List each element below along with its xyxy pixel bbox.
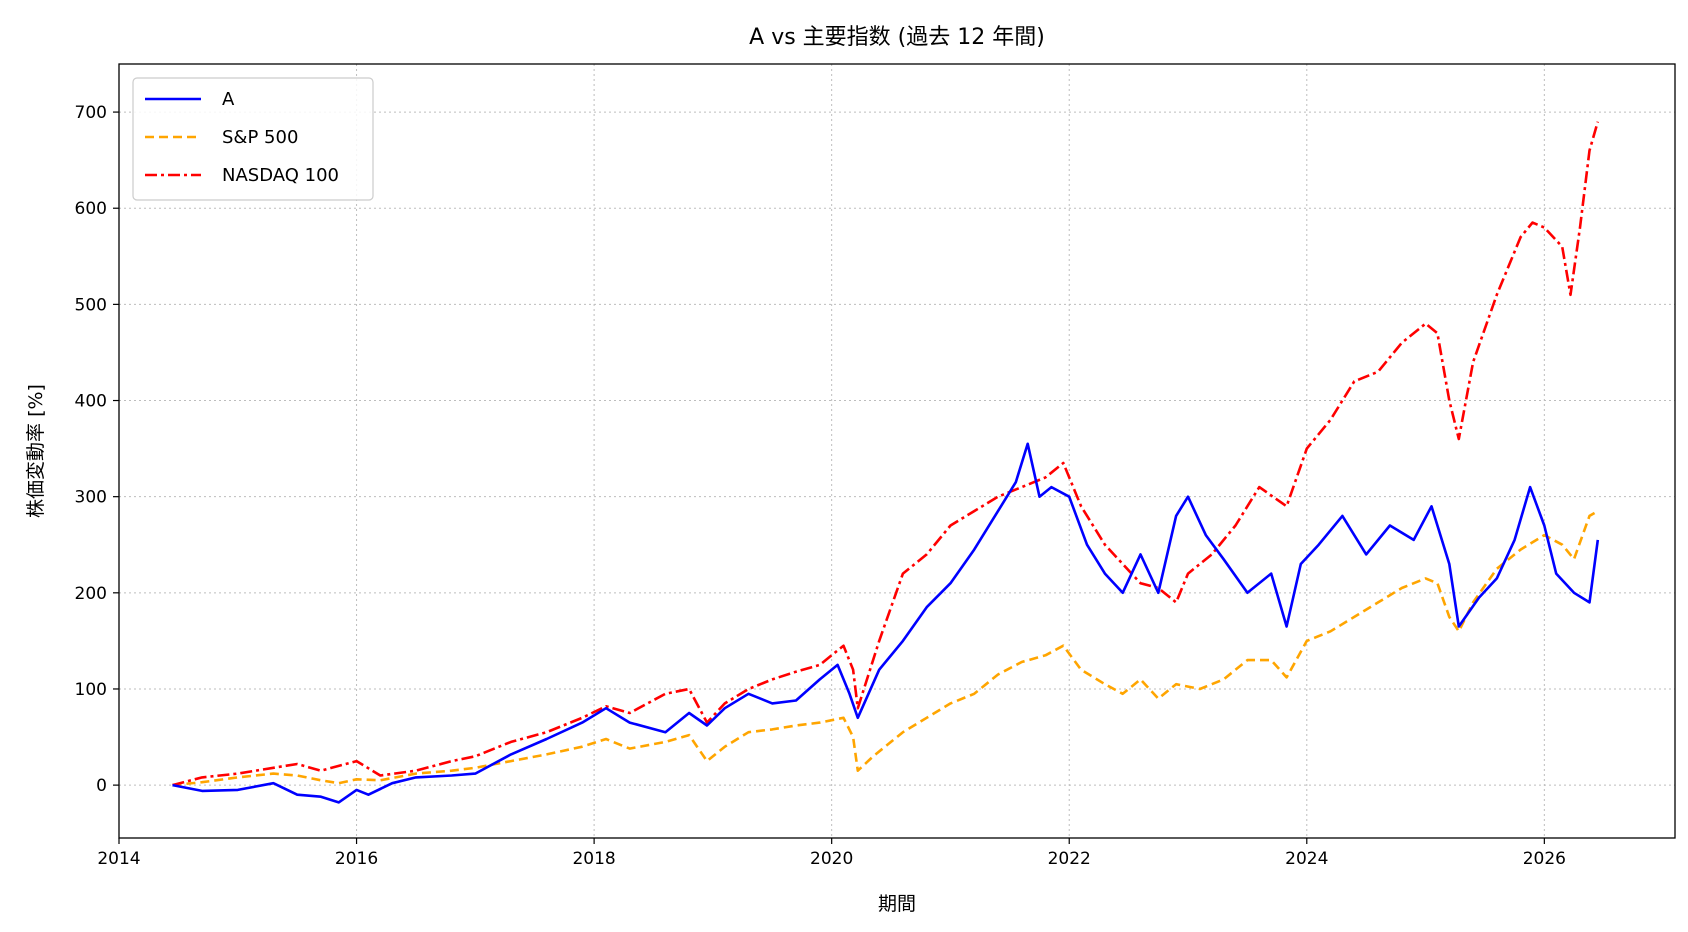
legend-label: S&P 500 xyxy=(222,127,298,148)
y-tick-label: 600 xyxy=(75,199,107,219)
plot-frame xyxy=(118,63,1676,839)
y-axis: 0 100 200 300 400 500 600 700 xyxy=(75,103,119,796)
y-tick-label: 200 xyxy=(75,584,107,604)
y-tick-label: 700 xyxy=(75,103,107,123)
x-tick-label: 2022 xyxy=(1048,849,1091,869)
series-line-a xyxy=(172,442,1600,804)
x-tick-label: 2016 xyxy=(335,849,378,869)
series-group xyxy=(172,121,1600,804)
series-line-s-p-500 xyxy=(172,509,1599,787)
legend-label: NASDAQ 100 xyxy=(222,165,339,186)
chart-title: A vs 主要指数 (過去 12 年間) xyxy=(749,25,1045,50)
y-tick-label: 100 xyxy=(75,680,107,700)
grid xyxy=(118,64,1675,838)
x-tick-label: 2024 xyxy=(1285,849,1328,869)
y-tick-label: 400 xyxy=(75,392,107,412)
x-tick-label: 2026 xyxy=(1523,849,1566,869)
legend-label: A xyxy=(222,89,235,110)
x-tick-label: 2014 xyxy=(97,849,140,869)
y-axis-label: 株価変動率 [%] xyxy=(25,384,47,518)
x-axis-label: 期間 xyxy=(878,893,916,915)
y-tick-label: 300 xyxy=(75,488,107,508)
x-tick-label: 2018 xyxy=(572,849,615,869)
legend-box xyxy=(132,77,374,201)
x-axis: 2014 2016 2018 2020 2022 2024 2026 xyxy=(97,838,1566,869)
y-tick-label: 0 xyxy=(96,776,107,796)
legend: A S&P 500 NASDAQ 100 xyxy=(132,77,374,201)
y-tick-label: 500 xyxy=(75,295,107,315)
x-tick-label: 2020 xyxy=(810,849,853,869)
